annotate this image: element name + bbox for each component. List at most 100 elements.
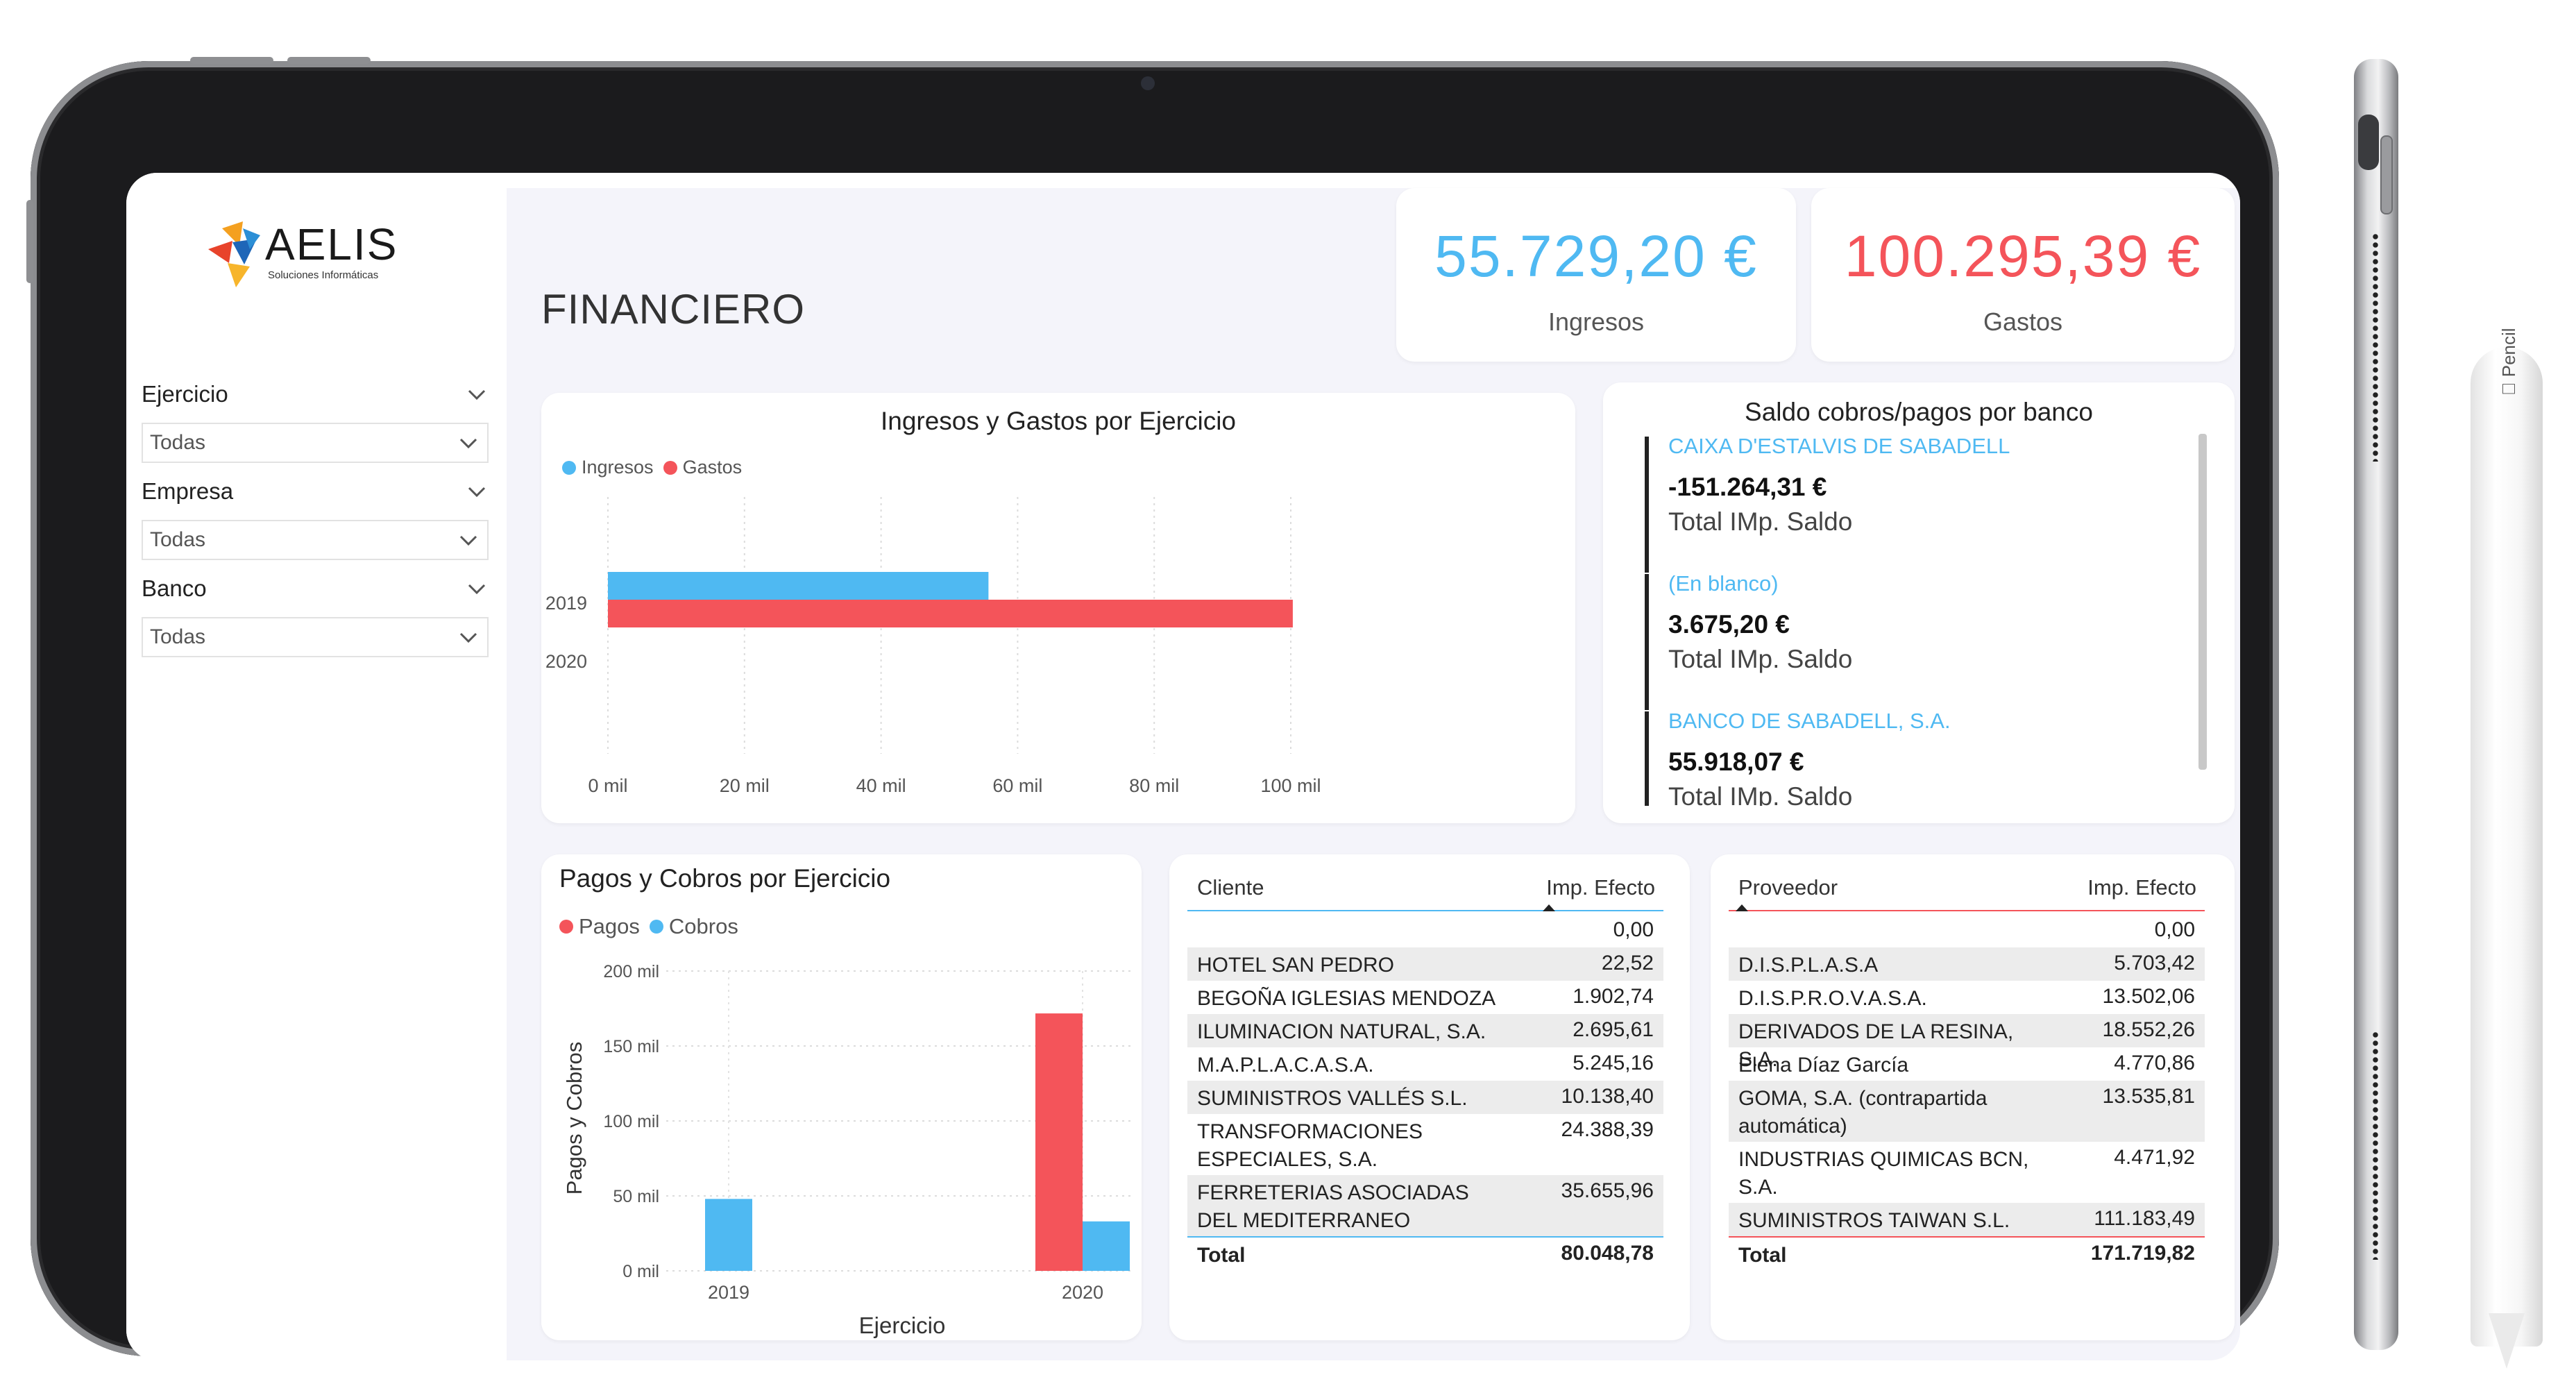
saldo-bancos-card[interactable]: Saldo cobros/pagos por banco CAIXA D'EST… [1603,382,2235,823]
x-category-label: 2020 [1062,1282,1103,1303]
chevron-down-icon [468,584,486,595]
kpi-card-ingresos[interactable]: 55.729,20 € Ingresos [1396,188,1796,362]
sort-asc-icon[interactable] [1736,904,1748,911]
filter-empresa-label[interactable]: Empresa [142,478,489,505]
table-row[interactable]: DERIVADOS DE LA RESINA, S.A. 18.552,26 [1729,1014,2205,1071]
table-row[interactable]: M.A.P.L.A.C.A.S.A. 5.245,16 [1187,1047,1663,1081]
table-row[interactable]: HOTEL SAN PEDRO 22,52 [1187,947,1663,981]
banks-title: Saldo cobros/pagos por banco [1745,398,2093,426]
logo-mark-icon [208,221,260,287]
pagos-cobros-chart-card[interactable]: Pagos y Cobros por Ejercicio Pagos Cobro… [541,854,1142,1340]
clientes-table-card[interactable]: Cliente Imp. Efecto 0,00 HOTEL SAN PEDRO 2… [1169,854,1690,1340]
row-value: 13.535,81 [2102,1085,2195,1108]
chevron-down-icon [468,389,486,400]
table-row[interactable]: D.I.S.P.R.O.V.A.S.A. 13.502,06 [1729,981,2205,1014]
table-row[interactable]: SUMINISTROS VALLÉS S.L. 10.138,40 [1187,1081,1663,1114]
col-imp-efecto-header[interactable]: Imp. Efecto [1546,875,1655,900]
legend-gastos-dot [663,460,677,475]
tablet-frame: AELIS Soluciones Informáticas Ejercicio … [26,57,2279,1360]
total-value: 80.048,78 [1561,1242,1654,1265]
pagos-cobros-chart: 0 mil 50 mil 100 mil 150 mil 200 mil 2019 2020… [562,962,1131,1338]
bar-cobros [1083,1221,1130,1271]
legend-pagos-label: Pagos [579,914,640,938]
table-row[interactable]: SUMINISTROS TAIWAN S.L. 111.183,49 [1729,1203,2205,1236]
x-tick-label: 60 mil [992,775,1042,796]
x-tick-label: 20 mil [720,775,770,796]
row-value: 0,00 [2154,918,2195,941]
kpi-card-gastos[interactable]: 100.295,39 € Gastos [1811,188,2235,362]
table-row[interactable]: D.I.S.P.L.A.S.A 5.703,42 [1729,947,2205,981]
sort-asc-icon[interactable] [1543,904,1555,911]
bar-gastos [608,600,1293,627]
row-name: GOMA, S.A. (contrapartida automática) [1738,1087,1988,1138]
report-canvas: FINANCIERO 55.729,20 € Ingresos 100.295,… [507,188,2240,1360]
row-name: INDUSTRIAS QUIMICAS BCN, S.A. [1738,1148,2029,1199]
x-category-label: 2019 [708,1282,749,1303]
total-label: Total [1197,1244,1246,1267]
y-tick-label: 100 mil [603,1112,659,1131]
filter-banco-dropdown[interactable]: Todas [142,617,489,657]
y-tick-label: 200 mil [603,962,659,981]
chart2-title: Pagos y Cobros por Ejercicio [559,864,891,893]
bank-saldo-caption: Total IMp. Saldo [1668,782,1853,806]
table-row[interactable]: ILUMINACION NATURAL, S.A. 2.695,61 [1187,1014,1663,1047]
row-value: 35.655,96 [1561,1179,1654,1202]
filter-ejercicio-label[interactable]: Ejercicio [142,381,489,407]
proveedores-table-card[interactable]: Proveedor Imp. Efecto 0,00 D.I.S.P.L.A.S.… [1711,854,2235,1340]
camera-bump [2358,115,2379,170]
filter-empresa-dropdown[interactable]: Todas [142,520,489,560]
legend-ingresos-dot [562,460,576,475]
col-imp-efecto-header[interactable]: Imp. Efecto [2087,875,2196,900]
row-value: 111.183,49 [2094,1207,2195,1230]
row-value: 5.245,16 [1573,1052,1654,1074]
table-row[interactable]: Elena Díaz García 4.770,86 [1729,1047,2205,1081]
kpi-ingresos-value: 55.729,20 € [1434,223,1758,289]
bank-saldo-caption: Total IMp. Saldo [1668,507,1853,536]
table-row[interactable]: 0,00 [1187,914,1663,947]
row-value: 2.695,61 [1573,1018,1654,1041]
row-name: M.A.P.L.A.C.A.S.A. [1197,1054,1374,1077]
row-value: 4.770,86 [2114,1052,2195,1074]
row-value: 13.502,06 [2102,985,2195,1008]
tablet-side-view [2354,59,2398,1350]
x-tick-label: 40 mil [856,775,906,796]
table-row[interactable]: GOMA, S.A. (contrapartida automática) 13.… [1729,1081,2205,1142]
volume-button [26,200,33,283]
filter-sidebar: AELIS Soluciones Informáticas Ejercicio … [126,173,507,1360]
chevron-down-icon [459,438,477,449]
speaker-grill [2372,1031,2379,1260]
page-title: FINANCIERO [541,286,806,332]
filter-ejercicio-dropdown[interactable]: Todas [142,423,489,463]
row-name: BEGOÑA IGLESIAS MENDOZA [1197,987,1496,1010]
pencil-label:  Pencil [2498,328,2519,396]
chevron-down-icon [459,632,477,643]
row-value: 18.552,26 [2102,1018,2195,1041]
table-row[interactable]: FERRETERIAS ASOCIADAS DEL MEDITERRANEO 35… [1187,1175,1663,1236]
col-proveedor-header[interactable]: Proveedor [1738,875,1838,900]
row-value: 1.902,74 [1573,985,1654,1008]
legend-ingresos-label: Ingresos [582,457,654,478]
table-row[interactable]: INDUSTRIAS QUIMICAS BCN, S.A. 4.471,92 [1729,1142,2205,1203]
filter-banco-label[interactable]: Banco [142,575,489,602]
row-name: FERRETERIAS ASOCIADAS DEL MEDITERRANEO [1197,1181,1469,1232]
col-cliente-header[interactable]: Cliente [1197,875,1264,900]
table-row[interactable]: TRANSFORMACIONES ESPECIALES, S.A. 24.388,… [1187,1114,1663,1175]
total-label: Total [1738,1244,1787,1267]
banks-scrollbar[interactable] [2198,434,2207,770]
chart1-legend: Ingresos Gastos [562,457,742,478]
kpi-ingresos-label: Ingresos [1548,307,1645,336]
clientes-table: Cliente Imp. Efecto 0,00 HOTEL SAN PEDRO 2… [1187,864,1663,1336]
bank-name: CAIXA D'ESTALVIS DE SABADELL [1668,434,2010,458]
logo-tagline: Soluciones Informáticas [268,269,378,281]
banks-list: CAIXA D'ESTALVIS DE SABADELL -151.264,31… [1620,431,2175,806]
row-name: TRANSFORMACIONES ESPECIALES, S.A. [1197,1120,1423,1171]
apple-pencil:  Pencil [2471,328,2543,1369]
kpi-gastos-value: 100.295,39 € [1844,223,2202,289]
x-tick-label: 80 mil [1129,775,1179,796]
x-axis-title: Ejercicio [859,1313,946,1338]
table-row[interactable]: BEGOÑA IGLESIAS MENDOZA 1.902,74 [1187,981,1663,1014]
ingresos-gastos-chart-card[interactable]: Ingresos y Gastos por Ejercicio Ingresos… [541,393,1575,823]
bank-accent-bar [1645,437,1649,573]
table-row[interactable]: 0,00 [1729,914,2205,947]
legend-pagos-dot [559,920,573,934]
